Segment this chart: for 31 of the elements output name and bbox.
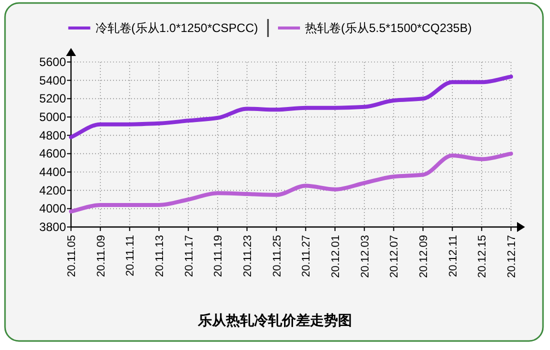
y-tick-label: 5400 — [39, 73, 66, 88]
legend-label: 冷轧卷(乐从1.0*1250*CSPCC) — [95, 21, 258, 35]
y-tick-label: 4200 — [39, 183, 66, 198]
x-tick-label: 20.12.11 — [447, 235, 460, 278]
x-tick-label: 20.11.25 — [271, 235, 284, 278]
x-tick-label: 20.11.09 — [95, 235, 108, 278]
y-tick-label: 3800 — [39, 220, 66, 234]
x-tick-label: 20.12.15 — [476, 235, 489, 278]
x-tick-label: 20.12.01 — [330, 235, 342, 278]
y-tick-label: 4400 — [39, 165, 66, 179]
legend-label: 热轧卷(乐从5.5*1500*CQ235B) — [304, 21, 472, 35]
x-tick-label: 20.12.09 — [418, 235, 430, 278]
x-tick-label: 20.11.11 — [124, 235, 137, 276]
x-tick-label: 20.12.03 — [359, 235, 372, 278]
y-tick-label: 4000 — [39, 202, 66, 216]
x-tick-label: 20.11.19 — [212, 235, 225, 278]
x-tick-label: 20.11.13 — [154, 235, 166, 278]
x-tick-label: 20.12.17 — [506, 235, 518, 278]
line-series — [69, 74, 513, 140]
text: 乐从热轧冷轧价差走势图 — [197, 312, 352, 328]
line-series — [69, 152, 513, 214]
x-tick-label: 20.12.07 — [388, 235, 401, 278]
x-tick-label: 20.11.27 — [300, 235, 313, 278]
x-tick-label: 20.11.23 — [242, 235, 254, 278]
x-tick-label: 20.11.17 — [183, 235, 196, 278]
y-tick-label: 4600 — [39, 146, 66, 161]
y-tick-label: 4800 — [39, 128, 66, 142]
y-tick-label: 5200 — [39, 92, 66, 106]
y-tick-label: 5000 — [39, 110, 66, 124]
y-tick-label: 5600 — [39, 55, 66, 69]
x-tick-label: 20.11.05 — [66, 235, 78, 278]
